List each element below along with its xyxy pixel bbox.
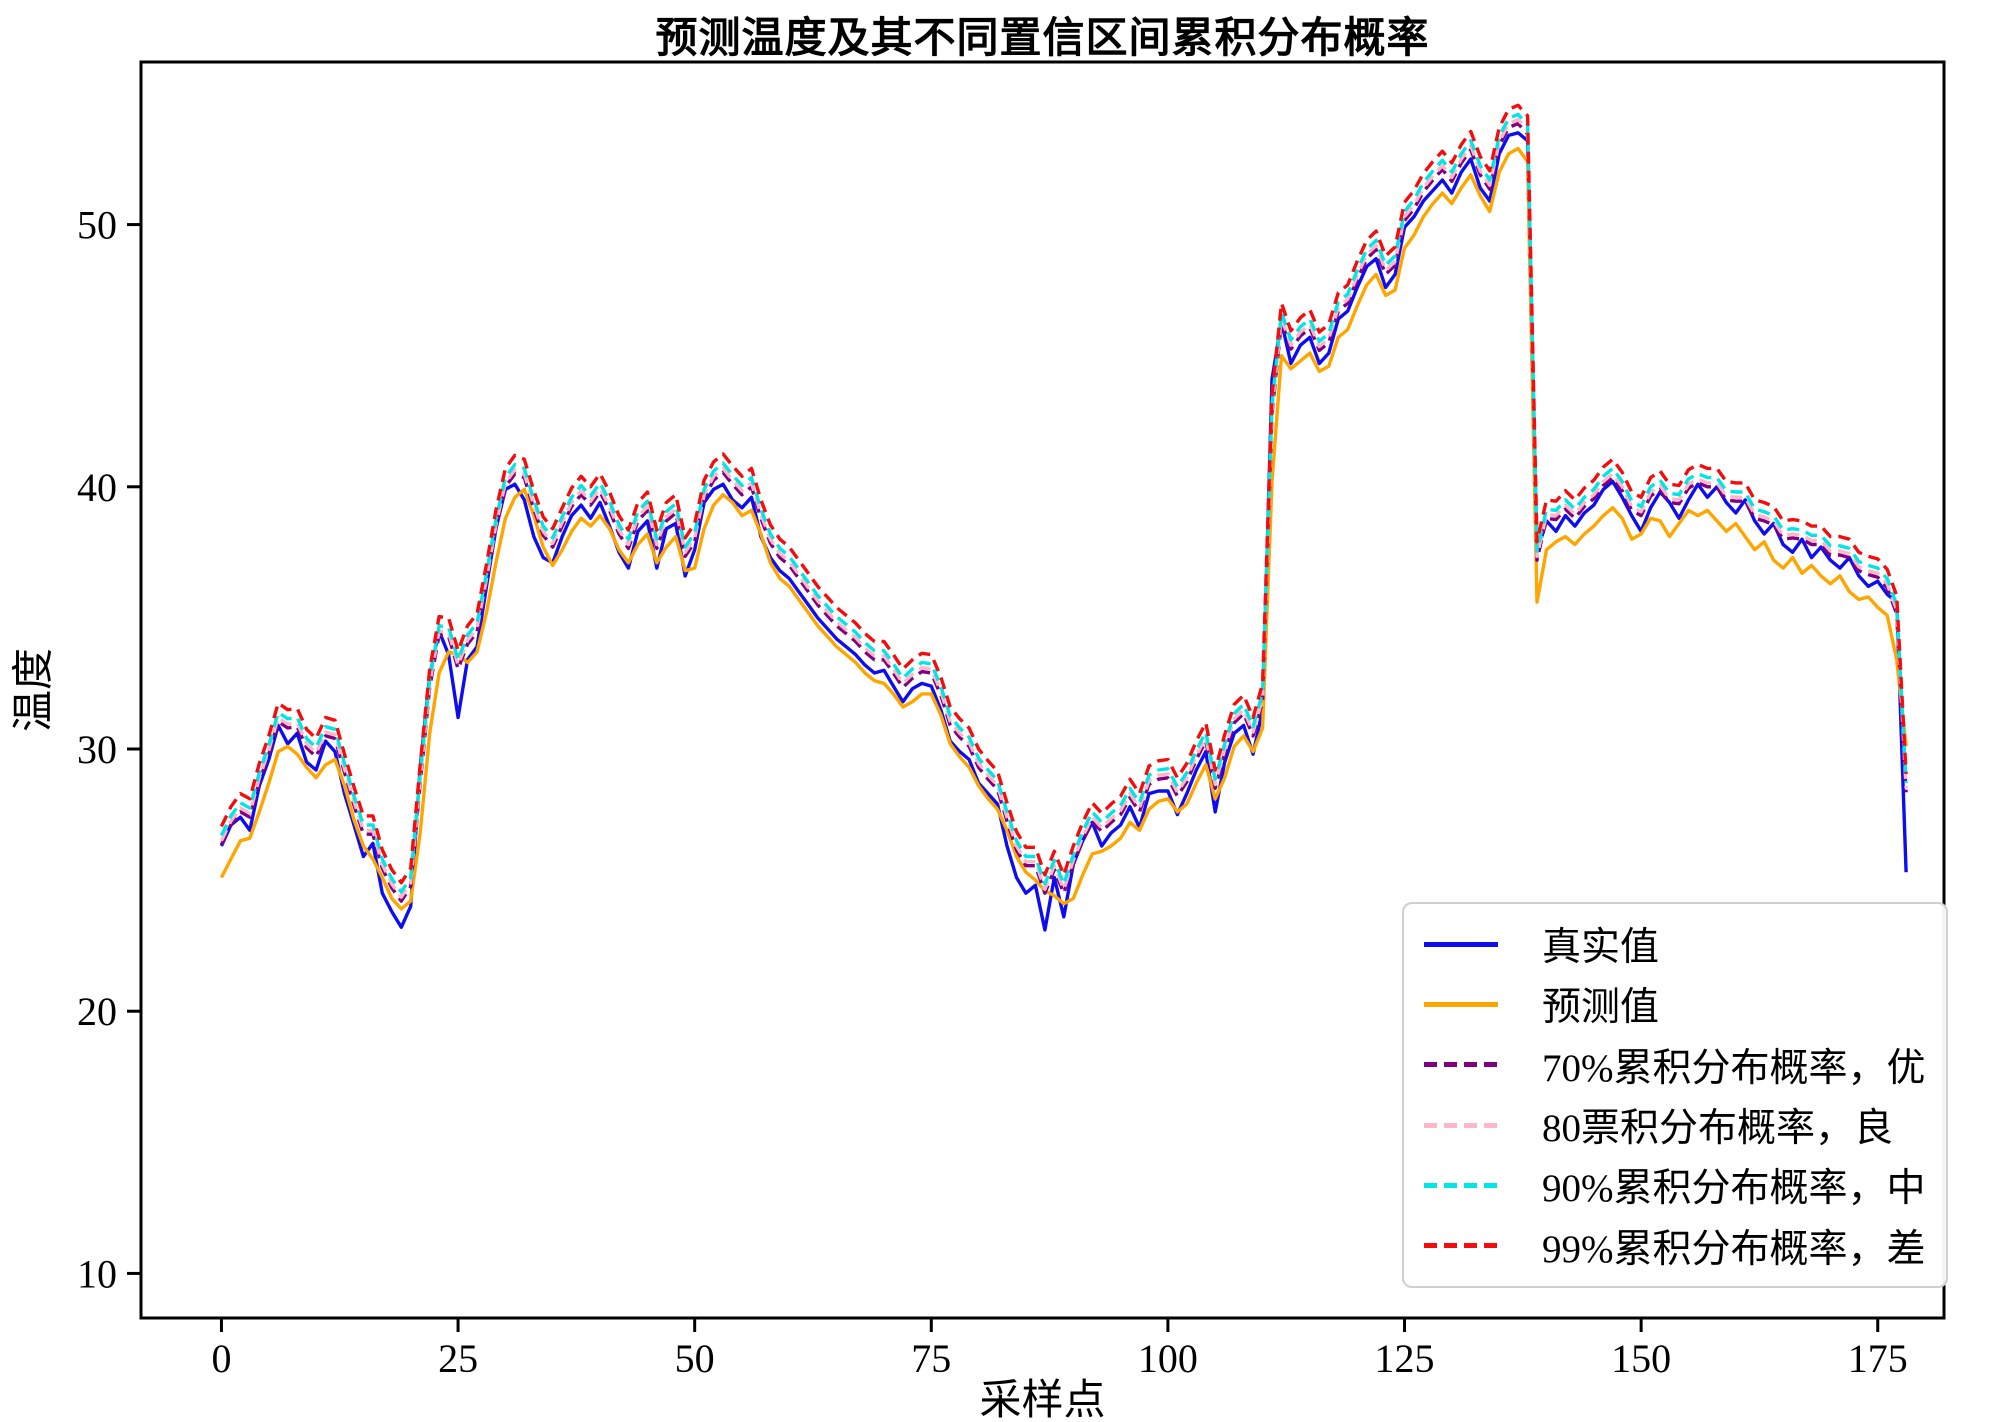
legend-item-label: 70%累积分布概率，优 — [1542, 1046, 1926, 1090]
legend-line-sample-dashed — [1424, 1122, 1498, 1128]
x-tick-label: 25 — [438, 1336, 478, 1381]
x-tick-label: 100 — [1138, 1336, 1198, 1381]
x-tick-label: 50 — [675, 1336, 715, 1381]
legend-item-quantile-99: 99%累积分布概率，差 — [1404, 1218, 1946, 1274]
legend-item-quantile-90: 90%累积分布概率，中 — [1404, 1157, 1946, 1213]
legend-item-label: 99%累积分布概率，差 — [1542, 1227, 1926, 1271]
legend-item-quantile-70: 70%累积分布概率，优 — [1404, 1037, 1946, 1093]
x-tick-label: 125 — [1375, 1336, 1435, 1381]
series-line-true-values — [219, 131, 1908, 932]
y-tick-label: 50 — [77, 203, 117, 248]
y-tick-label: 10 — [77, 1251, 117, 1296]
legend-item-predicted-values: 预测值 — [1404, 976, 1946, 1032]
chart-title: 预测温度及其不同置信区间累积分布概率 — [655, 16, 1430, 62]
y-axis-label: 温度 — [11, 647, 58, 733]
series-line-quantile-80 — [219, 117, 1908, 899]
legend-line-sample-dashed — [1424, 1243, 1498, 1249]
axis-ticks: 0 25 50 75 100 125 150 175 10 20 30 40 50 — [77, 203, 1908, 1381]
x-tick-label: 0 — [211, 1336, 231, 1381]
y-tick-label: 20 — [77, 989, 117, 1034]
legend-item-label: 真实值 — [1542, 926, 1660, 970]
legend-item-true-values: 真实值 — [1404, 916, 1946, 972]
y-tick-label: 30 — [77, 727, 117, 772]
series-line-quantile-70 — [219, 121, 1908, 903]
x-tick-label: 75 — [911, 1336, 951, 1381]
plot-border — [139, 60, 1946, 1320]
legend-line-sample-dashed — [1424, 1062, 1498, 1068]
legend-item-label: 80票积分布概率，良 — [1542, 1107, 1894, 1151]
legend-item-label: 预测值 — [1542, 986, 1660, 1030]
series-line-predicted-values — [219, 146, 1908, 911]
legend-line-sample-solid — [1424, 941, 1498, 947]
x-tick-label: 150 — [1611, 1336, 1671, 1381]
data-lines — [219, 103, 1908, 932]
legend-item-quantile-80: 80票积分布概率，良 — [1404, 1097, 1946, 1153]
legend-item-label: 90%累积分布概率，中 — [1542, 1167, 1926, 1211]
legend-line-sample-solid — [1424, 1001, 1498, 1007]
legend: 真实值预测值 70%累积分布概率，优 80票积分布概率，良 90%累积分布概率，中 99… — [1402, 902, 1948, 1288]
x-axis-label: 采样点 — [979, 1378, 1106, 1422]
y-tick-label: 40 — [77, 465, 117, 510]
x-tick-label: 175 — [1848, 1336, 1908, 1381]
legend-line-sample-dashed — [1424, 1182, 1498, 1188]
